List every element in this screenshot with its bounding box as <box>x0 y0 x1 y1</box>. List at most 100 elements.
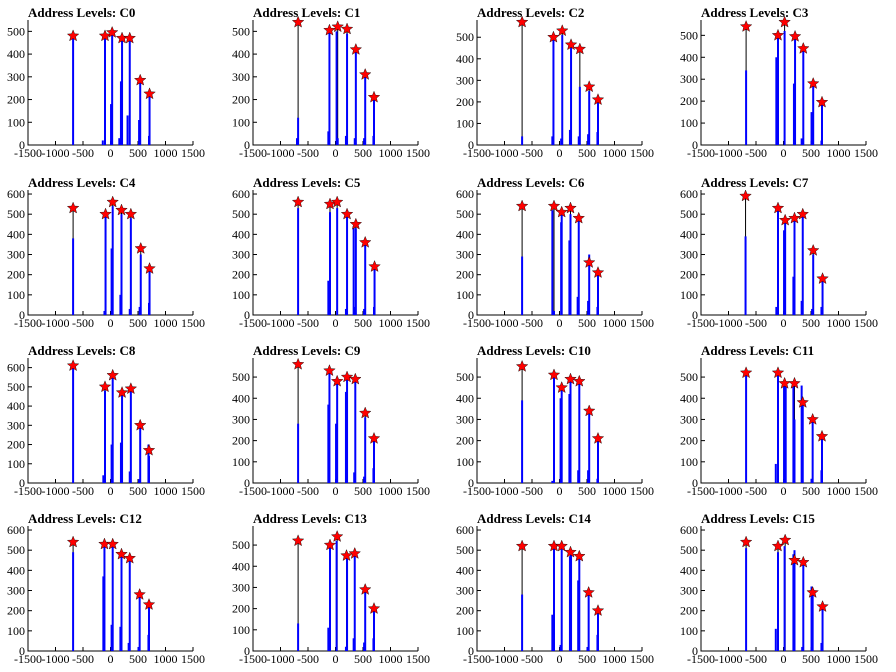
peak-marker <box>564 372 577 385</box>
x-tick-label: 1000 <box>827 146 851 160</box>
peak-marker <box>133 588 146 600</box>
histogram-bar <box>551 614 554 651</box>
x-tick-label: -1500 <box>463 146 491 160</box>
histogram-bar <box>104 214 107 315</box>
panel-title: Address Levels: C2 <box>477 5 584 20</box>
histogram-bar <box>102 576 105 651</box>
histogram-bar <box>553 374 555 483</box>
x-tick-label: 1500 <box>854 316 878 330</box>
peak-marker <box>556 24 569 37</box>
x-tick-label: 0 <box>333 316 339 330</box>
histogram-bar <box>72 33 75 145</box>
y-tick-label: 0 <box>244 308 250 322</box>
x-tick-label: -1500 <box>463 316 491 330</box>
peak-marker <box>323 538 337 551</box>
y-tick-label: 600 <box>456 187 474 201</box>
y-tick-label: 300 <box>232 412 250 426</box>
histogram-bar <box>521 136 524 145</box>
y-tick-label: 0 <box>19 138 25 152</box>
peak-marker <box>349 372 362 385</box>
histogram-bar <box>578 558 581 651</box>
peak-marker <box>572 211 585 224</box>
histogram-bar <box>296 138 298 145</box>
y-tick-label: 400 <box>232 47 250 61</box>
axis-spines <box>27 190 193 316</box>
histogram-bar <box>297 423 300 483</box>
x-tick-label: 1500 <box>630 652 654 666</box>
y-tick-label: 400 <box>7 399 25 413</box>
peak-marker <box>340 370 354 383</box>
histogram-bar <box>792 83 795 145</box>
peak-marker <box>115 386 129 398</box>
histogram-bar <box>569 379 572 483</box>
histogram-bar <box>363 138 366 145</box>
x-tick-label: 500 <box>578 316 596 330</box>
histogram-bar <box>346 210 349 315</box>
x-tick-label: 1500 <box>181 484 205 498</box>
peak-marker <box>331 20 344 33</box>
x-tick-label: -500 <box>521 316 543 330</box>
peak-marker <box>106 195 119 208</box>
x-tick-label: 0 <box>781 316 787 330</box>
x-tick-label: -500 <box>521 484 543 498</box>
histogram-bar <box>792 554 795 651</box>
peak-marker <box>123 31 136 44</box>
peak-marker <box>134 241 147 254</box>
histogram-bar <box>793 220 796 315</box>
peak-marker <box>806 243 820 256</box>
x-tick-label: 1000 <box>603 316 627 330</box>
x-tick-label: 1000 <box>379 484 403 498</box>
chart-panel-13: Address Levels: C13 0 100 200 300 400 500 -1500… <box>232 511 430 666</box>
peak-marker <box>133 418 147 431</box>
histogram-bar <box>352 638 355 651</box>
peak-marker <box>573 374 586 387</box>
y-tick-label: 500 <box>456 543 474 557</box>
y-tick-label: 300 <box>7 584 25 598</box>
peak-marker <box>515 199 529 212</box>
x-tick-label: 1500 <box>406 652 430 666</box>
y-tick-label: 400 <box>456 391 474 405</box>
histogram-bar <box>569 214 572 315</box>
histogram-bar <box>335 31 338 146</box>
x-tick-label: 0 <box>781 652 787 666</box>
histogram-bar <box>793 550 796 651</box>
panel-title: Address Levels: C6 <box>477 175 585 190</box>
chart-panel-8: Address Levels: C8 0 100 200 300 400 500 600 -15… <box>7 343 205 498</box>
peak-marker <box>771 201 785 214</box>
y-tick-label: 100 <box>7 457 25 471</box>
peak-marker <box>739 535 753 548</box>
histogram-bar <box>137 646 140 651</box>
x-tick-label: 0 <box>781 146 787 160</box>
histogram-bar <box>111 542 114 651</box>
panel-title: Address Levels: C9 <box>253 343 361 358</box>
peak-marker <box>564 38 578 51</box>
y-tick-label: 500 <box>456 207 474 221</box>
peak-marker <box>105 25 119 38</box>
histogram-bar <box>110 248 113 315</box>
peak-marker <box>358 235 372 248</box>
histogram-bar <box>587 300 590 315</box>
x-tick-label: 0 <box>557 484 563 498</box>
histogram-bar <box>364 589 367 651</box>
x-tick-label: 0 <box>781 484 787 498</box>
histogram-bar <box>373 608 375 651</box>
peak-marker <box>564 201 577 214</box>
x-tick-label: -1000 <box>42 484 70 498</box>
peak-marker <box>349 43 363 55</box>
histogram-bar <box>568 129 571 145</box>
x-tick-label: 500 <box>578 652 596 666</box>
y-tick-label: 300 <box>232 580 250 594</box>
y-tick-label: 400 <box>680 50 698 64</box>
peak-marker <box>367 602 381 614</box>
histogram-bar <box>121 38 124 145</box>
x-tick-label: 1500 <box>406 484 430 498</box>
y-tick-label: 200 <box>7 268 25 282</box>
histogram-bar <box>128 38 131 145</box>
y-tick-label: 200 <box>680 268 698 282</box>
y-tick-label: 500 <box>7 380 25 394</box>
x-tick-label: -1000 <box>267 652 295 666</box>
chart-panel-12: Address Levels: C12 0 100 200 300 400 500 600 -1… <box>7 511 205 666</box>
histogram-bar <box>364 244 367 315</box>
histogram-bar <box>775 306 778 315</box>
histogram-bar <box>801 404 804 483</box>
